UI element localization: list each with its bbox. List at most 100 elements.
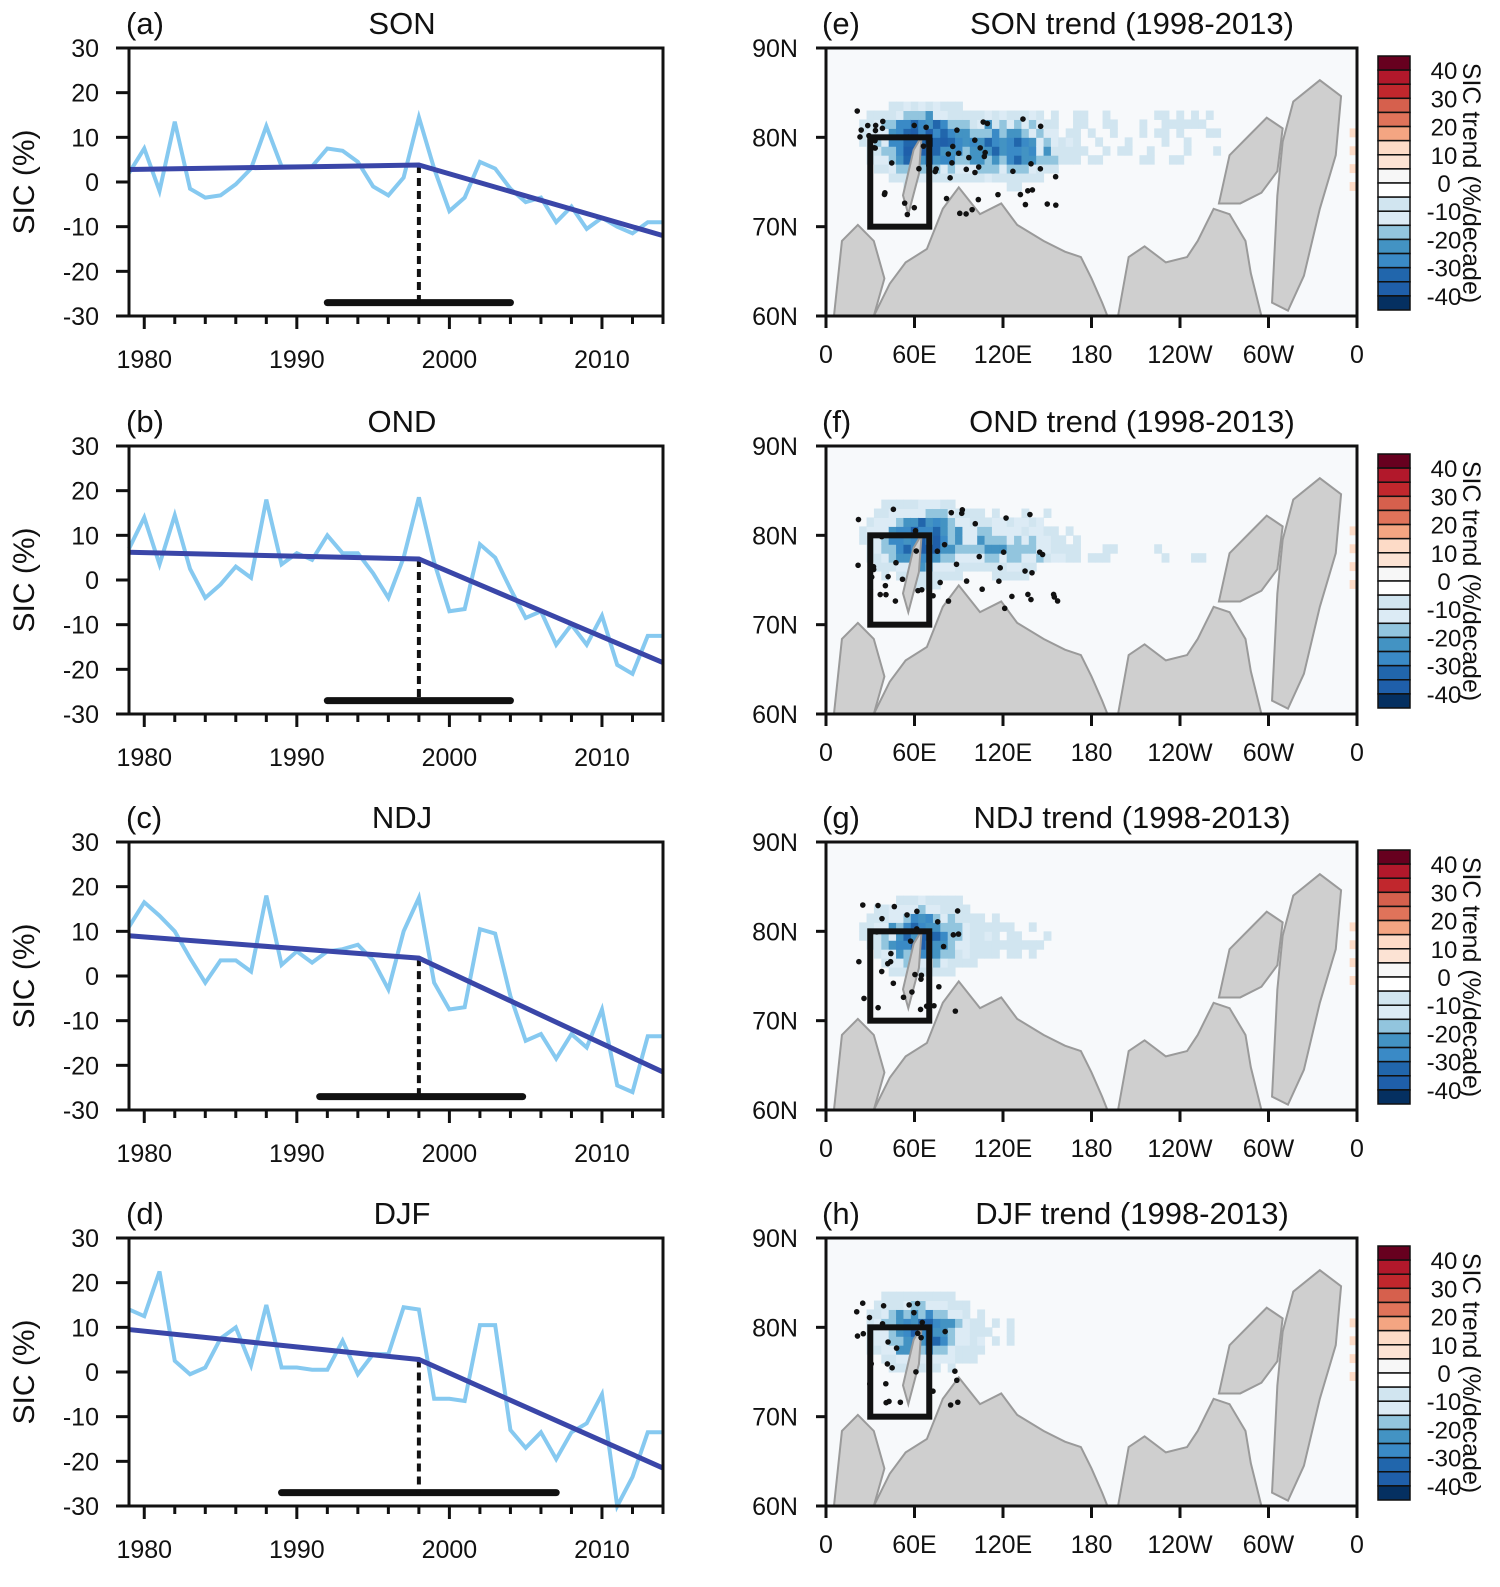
trend-cell [1021,544,1030,554]
trend-cell [932,535,941,545]
significance-dot [912,527,919,534]
trend-cell [955,1354,963,1364]
colorbar-swatch [1377,1018,1411,1035]
y-axis-label: SIC (%) [8,130,41,235]
trend-cell [947,164,956,174]
significance-dot [904,912,910,918]
trend-cell [1006,544,1015,554]
trend-cell [940,1354,949,1364]
significance-dot [918,1334,924,1341]
trend-cell [896,1309,904,1319]
lat-tick-label: 80N [752,124,798,152]
trend-cell [866,119,875,129]
colorbar-swatch [1377,295,1411,311]
trend-cell [1065,544,1074,554]
trend-cell [977,1345,986,1355]
trend-cell [932,1327,941,1337]
panel-title: DJF trend (1998-2013) [975,1196,1289,1231]
colorbar-swatch [1377,1004,1411,1021]
trend-cell [932,958,941,968]
significance-dot [953,561,960,568]
trend-cell [1146,146,1155,156]
trend-cell [977,128,986,138]
trend-cell [918,110,927,120]
trend-cell [903,110,912,120]
significance-dot [881,191,888,198]
significance-dot [897,1399,904,1406]
trend-cell [955,553,963,563]
trend-cell [955,562,963,572]
trend-cell [940,958,949,968]
trend-cell [873,562,882,572]
trend-cell [873,164,882,174]
trend-cell [1028,949,1037,959]
trend-cell [1028,119,1037,129]
trend-cell [873,904,882,914]
significance-dot [932,168,939,175]
trend-cell [918,1345,927,1355]
trend-cell [859,119,868,129]
trend-cell [1006,182,1015,192]
trend-cell [932,940,941,950]
panel-label: (a) [126,6,164,41]
trend-cell [947,913,956,923]
colorbar-tick-label: -10 [1427,199,1462,226]
trend-cell [962,155,971,165]
trend-cell [888,137,897,147]
trend-cell [991,940,1000,950]
trend-cell [896,895,904,906]
lon-tick-label: 120W [1147,341,1213,369]
trend-cell [1028,155,1037,165]
colorbar-tick-label: -30 [1427,1446,1462,1473]
trend-cell [1176,155,1185,165]
trend-cell [903,526,912,536]
colorbar-swatch [1377,1442,1411,1459]
trend-cell [1161,137,1170,147]
trend-cell [991,949,1000,959]
colorbar-swatch [1377,509,1411,526]
map-panel-h: (h) DJF trend (1998-2013) 90N 80N 70N 60N 0 60E… [752,1196,1485,1559]
colorbar-tick-label: -30 [1427,256,1462,283]
significance-dot [884,960,891,967]
land-mass [1271,872,1343,1107]
trend-cell [977,913,986,923]
colorbar-swatch [1377,1329,1411,1346]
trend-cell [1021,128,1030,138]
trend-cell [969,535,978,545]
trend-cell [881,571,890,581]
trend-cell [1043,137,1052,147]
significance-dot [949,143,956,150]
trend-cell [984,553,993,563]
significance-dot [950,932,957,938]
trend-cell [947,544,956,554]
trend-cell [969,922,978,932]
significance-dot [878,968,885,975]
trend-cell [947,904,956,914]
trend-cell [1014,173,1022,183]
trend-cell [896,1345,904,1355]
trend-cell [896,517,904,527]
x-tick-label: 1990 [269,1536,325,1564]
trend-cell [896,1291,904,1302]
trend-cell [1073,535,1081,545]
trend-cell [925,101,934,112]
trend-cell [896,922,904,932]
trend-cell [940,164,949,174]
trend-cell [999,940,1008,950]
trend-cell [1073,553,1081,563]
colorbar-swatch [1377,453,1411,469]
trend-cell [977,562,986,572]
trend-cell [910,137,919,147]
trend-cell [962,904,971,914]
lon-tick-label: 60W [1243,1135,1295,1163]
trend-cell-positive [1349,544,1357,554]
panel-title: OND [368,404,437,439]
trend-cell [925,499,934,510]
lon-tick-label: 180 [1071,739,1113,767]
trend-cell [962,517,971,527]
trend-cell [903,940,912,950]
trend-cell [1021,155,1030,165]
trend-cell [888,904,897,914]
trend-cell [881,499,890,510]
